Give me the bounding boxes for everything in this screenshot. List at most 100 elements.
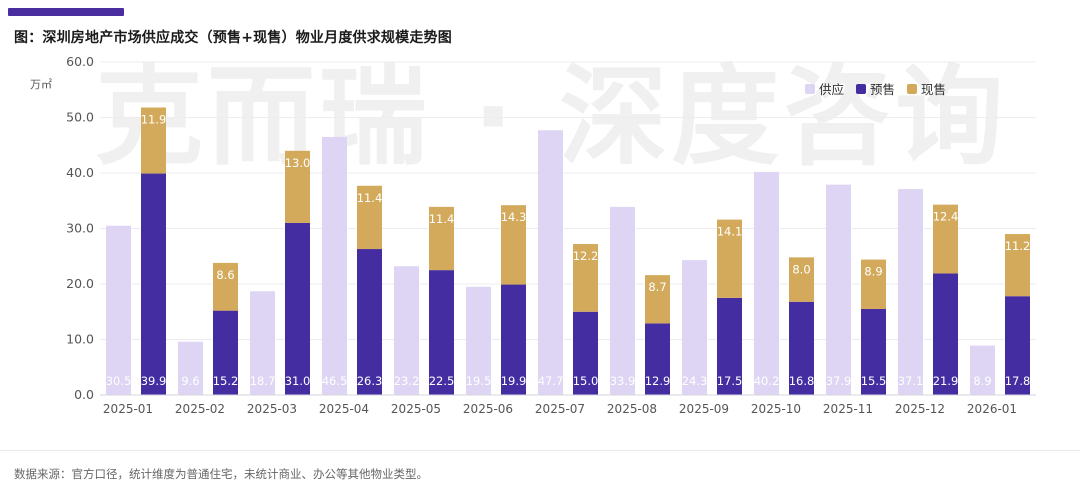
presale-bar-label: 12.9 (645, 374, 671, 388)
supply-bar (538, 130, 563, 395)
x-tick-label: 2025-08 (607, 402, 657, 416)
x-tick-label: 2025-12 (895, 402, 945, 416)
supply-bar-label: 33.9 (610, 374, 636, 388)
supply-bar-label: 37.1 (898, 374, 924, 388)
x-tick-label: 2025-02 (175, 402, 225, 416)
legend-label-spot: 现售 (921, 82, 947, 97)
legend-item-presale: 预售 (856, 79, 895, 98)
footer-divider (0, 450, 1080, 451)
supply-bar (826, 184, 851, 395)
presale-bar-label: 17.5 (717, 374, 743, 388)
spot-bar-label: 13.0 (285, 156, 311, 170)
supply-bar (322, 136, 347, 396)
presale-bar-label: 15.5 (861, 374, 887, 388)
header-accent-bar (8, 8, 124, 16)
presale-bar-label: 22.5 (429, 374, 455, 388)
presale-bar-label: 26.3 (357, 374, 383, 388)
x-tick-label: 2025-05 (391, 402, 441, 416)
presale-bar (285, 222, 310, 395)
presale-bar (357, 249, 382, 395)
y-tick-label: 60.0 (66, 54, 94, 69)
supply-bar-label: 30.5 (106, 374, 132, 388)
supply-bar (682, 260, 707, 395)
x-tick-label: 2025-06 (463, 402, 513, 416)
legend-swatch-presale (856, 83, 867, 94)
presale-bar (501, 284, 526, 395)
spot-bar-label: 12.2 (573, 249, 599, 263)
x-tick-label: 2025-01 (103, 402, 153, 416)
spot-bar-label: 8.7 (648, 280, 666, 294)
presale-bar-label: 31.0 (285, 374, 311, 388)
supply-bar (250, 291, 275, 395)
supply-bar-label: 9.6 (181, 374, 199, 388)
spot-bar-label: 12.4 (933, 210, 959, 224)
x-tick-label: 2025-04 (319, 402, 369, 416)
spot-bar-label: 14.3 (501, 210, 527, 224)
spot-bar-label: 11.4 (357, 191, 383, 205)
y-axis-unit-label: 万㎡ (30, 78, 52, 91)
presale-bar-label: 19.9 (501, 374, 527, 388)
presale-bar-label: 15.2 (213, 374, 239, 388)
supply-bar-label: 47.7 (538, 374, 564, 388)
spot-bar-label: 8.0 (792, 262, 810, 276)
supply-bar-label: 37.9 (826, 374, 852, 388)
supply-bar (466, 286, 491, 395)
presale-bar (141, 173, 166, 395)
presale-bar (933, 273, 958, 395)
x-tick-label: 2025-03 (247, 402, 297, 416)
legend-swatch-spot (907, 83, 918, 94)
spot-bar (429, 206, 454, 271)
presale-bar (645, 323, 670, 395)
bar-chart: 万㎡ 0.0 10.0 20.0 30.0 40.0 50.0 60.0 30.5 39.9 11.… (30, 54, 1036, 416)
spot-bar (357, 185, 382, 250)
spot-bar (285, 150, 310, 223)
spot-bar (1005, 234, 1030, 297)
legend-swatch-supply (805, 83, 815, 94)
presale-bar-label: 16.8 (789, 374, 815, 388)
presale-bar-label: 21.9 (933, 374, 959, 388)
source-note: 数据来源：官方口径，统计维度为普通住宅，未统计商业、办公等其他物业类型。 (14, 467, 428, 481)
chart-title: 图：深圳房地产市场供应成交（预售+现售）物业月度供求规模走势图 (14, 30, 452, 46)
supply-bar (754, 171, 779, 395)
y-tick-label: 10.0 (66, 332, 94, 347)
legend-item-supply: 供应 (805, 79, 844, 98)
spot-bar-label: 11.2 (1005, 239, 1031, 253)
supply-bar (106, 225, 131, 395)
x-tick-label: 2025-09 (679, 402, 729, 416)
presale-bar (429, 270, 454, 395)
legend-label-presale: 预售 (870, 82, 896, 97)
supply-bar-label: 8.9 (973, 374, 991, 388)
supply-bar-label: 18.7 (250, 374, 276, 388)
supply-bar-label: 19.5 (466, 374, 492, 388)
spot-bar (861, 259, 886, 309)
spot-bar (717, 219, 742, 298)
x-tick-label: 2025-11 (823, 402, 873, 416)
presale-bar (717, 297, 742, 395)
y-tick-label: 40.0 (66, 165, 94, 180)
supply-bar-label: 40.2 (754, 374, 780, 388)
presale-bar (213, 310, 238, 395)
y-tick-label: 20.0 (66, 276, 94, 291)
spot-bar (573, 244, 598, 312)
spot-bar-label: 11.9 (141, 113, 167, 127)
y-tick-label: 0.0 (74, 387, 94, 402)
x-tick-label: 2026-01 (967, 402, 1017, 416)
y-tick-label: 30.0 (66, 221, 94, 236)
presale-bar-label: 15.0 (573, 374, 599, 388)
presale-bar (573, 311, 598, 395)
spot-bar-label: 8.9 (864, 265, 882, 279)
legend-label-supply: 供应 (819, 82, 845, 97)
spot-bar-label: 8.6 (216, 268, 234, 282)
supply-bar (394, 266, 419, 395)
supply-bar-label: 24.3 (682, 374, 708, 388)
spot-bar (501, 205, 526, 285)
spot-bar (213, 262, 238, 311)
supply-bar-label: 23.2 (394, 374, 420, 388)
spot-bar (645, 275, 670, 324)
y-tick-label: 50.0 (66, 110, 94, 125)
supply-bar (610, 206, 635, 395)
legend-item-spot: 现售 (907, 79, 946, 98)
presale-bar-label: 17.8 (1005, 374, 1031, 388)
spot-bar (933, 204, 958, 274)
spot-bar-label: 14.1 (717, 225, 743, 239)
